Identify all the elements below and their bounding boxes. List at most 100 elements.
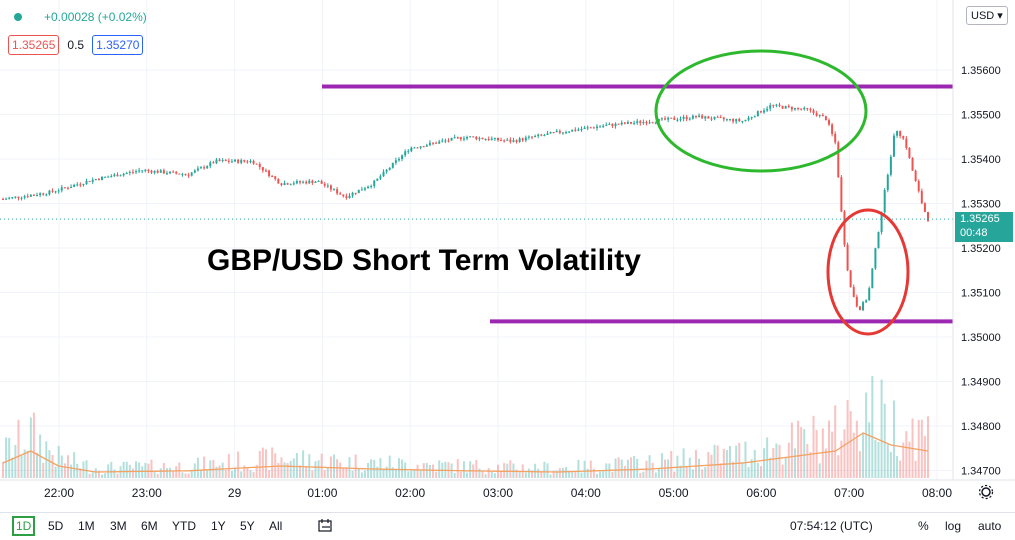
volume-bar — [843, 429, 846, 478]
volume-bar — [531, 470, 534, 478]
candle-body — [224, 160, 227, 162]
utc-clock[interactable]: 07:54:12 (UTC) — [790, 519, 873, 533]
candle-body — [215, 159, 218, 164]
volume-bar — [880, 379, 883, 478]
y-tick-label: 1.35100 — [961, 288, 1001, 300]
volume-bar — [85, 460, 88, 478]
volume-bar — [26, 450, 29, 478]
volume-bar — [48, 450, 51, 478]
volume-bar — [175, 466, 178, 478]
candle-body — [732, 119, 735, 122]
candle-body — [435, 142, 438, 144]
volume-bar — [246, 467, 249, 478]
candle-body — [122, 173, 125, 176]
volume-bar — [215, 466, 218, 478]
y-tick-label: 1.34700 — [961, 466, 1001, 478]
range-5y[interactable]: 5Y — [240, 519, 255, 533]
candle-body — [165, 173, 168, 175]
candle-body — [633, 122, 636, 124]
candle-body — [209, 162, 212, 167]
candle-body — [243, 160, 246, 162]
volume-bar — [871, 375, 874, 478]
range-6m[interactable]: 6M — [141, 519, 158, 533]
ask-price[interactable]: 1.35270 — [92, 35, 144, 55]
candle-body — [889, 156, 892, 175]
candle-body — [852, 286, 855, 297]
candle-body — [88, 181, 91, 183]
candle-body — [113, 174, 116, 177]
range-1y[interactable]: 1Y — [211, 519, 226, 533]
volume-bar — [571, 471, 574, 478]
volume-bar — [234, 467, 237, 478]
volume-bar — [286, 463, 289, 478]
volume-bar — [874, 439, 877, 478]
candle-body — [837, 142, 840, 178]
candle-body — [892, 135, 895, 157]
bid-price[interactable]: 1.35265 — [8, 35, 60, 55]
currency-selector[interactable]: USD ▾ — [966, 6, 1008, 25]
change-text: +0.00028 (+0.02%) — [44, 10, 147, 24]
volume-bar — [586, 468, 589, 478]
volume-bar — [750, 459, 753, 478]
range-1m[interactable]: 1M — [78, 519, 95, 533]
candle-body — [277, 178, 280, 184]
volume-bar — [394, 469, 397, 478]
candle-body — [849, 270, 852, 287]
candle-body — [880, 212, 883, 233]
candle-body — [252, 160, 255, 164]
last-price-value: 1.35265 — [960, 213, 1000, 225]
candle-body — [447, 140, 450, 142]
candle-body — [410, 147, 413, 152]
volume-bar — [865, 392, 868, 478]
volume-bar — [744, 441, 747, 478]
volume-bar — [568, 470, 571, 478]
x-tick-label: 23:00 — [132, 486, 162, 500]
volume-bar — [688, 457, 691, 478]
candle-body — [824, 116, 827, 121]
volume-bar — [500, 471, 503, 478]
compare-icon[interactable] — [318, 519, 334, 533]
volume-bar — [781, 464, 784, 478]
candle-body — [428, 142, 431, 146]
candle-body — [289, 184, 292, 186]
range-all[interactable]: All — [269, 519, 283, 533]
range-3m[interactable]: 3M — [110, 519, 127, 533]
range-1d[interactable]: 1D — [12, 516, 36, 536]
volume-bar — [311, 470, 314, 478]
volume-bar — [793, 448, 796, 478]
candle-body — [855, 296, 858, 307]
volume-bar — [614, 458, 617, 478]
eye-icon[interactable] — [14, 13, 22, 21]
candle-body — [778, 104, 781, 106]
volume-bar — [261, 447, 264, 478]
volume-bar — [509, 460, 512, 478]
candle-body — [283, 183, 286, 185]
chart-annotation: GBP/USD Short Term Volatility — [207, 244, 641, 277]
log-toggle[interactable]: log — [945, 519, 962, 533]
range-5d[interactable]: 5D — [48, 519, 64, 533]
auto-toggle[interactable]: auto — [978, 519, 1002, 533]
candle-body — [20, 197, 23, 199]
volume-bar — [224, 470, 227, 478]
candle-body — [54, 191, 57, 193]
volume-bar — [295, 453, 298, 478]
range-ytd[interactable]: YTD — [172, 519, 196, 533]
volume-bar — [834, 405, 837, 478]
candle-body — [858, 306, 861, 311]
candle-body — [128, 171, 131, 173]
volume-bar — [713, 444, 716, 478]
x-tick-label: 05:00 — [659, 486, 689, 500]
candle-body — [478, 137, 481, 140]
candle-body — [187, 174, 190, 176]
volume-bar — [806, 444, 809, 478]
volume-bar — [70, 464, 73, 478]
candle-body — [645, 122, 648, 124]
candle-body — [271, 176, 274, 178]
settings-gear-icon[interactable] — [978, 484, 994, 500]
volume-bar — [20, 455, 23, 478]
volume-bar — [100, 474, 103, 478]
percent-toggle[interactable]: % — [918, 519, 929, 533]
volume-bar — [367, 462, 370, 478]
candle-body — [828, 120, 831, 125]
volume-bar — [540, 472, 543, 478]
